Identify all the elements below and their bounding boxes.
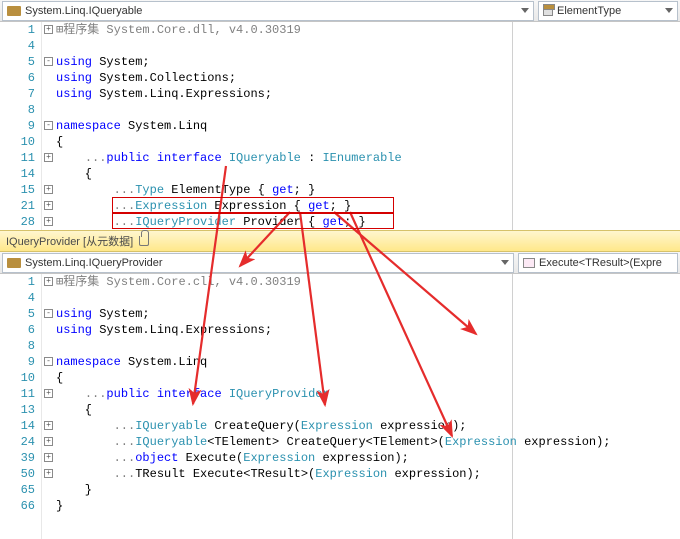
interface-icon (7, 6, 21, 16)
line-number: 28 (0, 214, 35, 230)
line-number: 5 (0, 306, 35, 322)
code-line[interactable]: ...public interface IQueryable : IEnumer… (56, 150, 680, 166)
fold-toggle[interactable]: - (44, 121, 53, 130)
line-number: 1 (0, 274, 35, 290)
line-number: 9 (0, 118, 35, 134)
fold-toggle[interactable]: + (44, 185, 53, 194)
line-number: 7 (0, 86, 35, 102)
line-number: 6 (0, 322, 35, 338)
line-number: 1 (0, 22, 35, 38)
fold-gutter: + - - + + + + (42, 22, 56, 230)
code-line[interactable]: ...Type ElementType { get; } (56, 182, 680, 198)
code-line[interactable]: namespace System.Linq (56, 354, 680, 370)
interface-icon (7, 258, 21, 268)
method-icon (523, 258, 535, 268)
line-number: 4 (0, 290, 35, 306)
line-gutter: 145689101113142439506566 (0, 274, 42, 539)
line-number: 10 (0, 370, 35, 386)
code-line[interactable]: ...IQueryable CreateQuery(Expression exp… (56, 418, 680, 434)
code-line[interactable] (56, 290, 680, 306)
code-line[interactable]: ...Expression Expression { get; } (56, 198, 680, 214)
code-line[interactable]: using System.Linq.Expressions; (56, 322, 680, 338)
code-line[interactable]: ...object Execute(Expression expression)… (56, 450, 680, 466)
fold-toggle[interactable]: + (44, 25, 53, 34)
member-dropdown-label: ElementType (557, 5, 621, 17)
line-number: 4 (0, 38, 35, 54)
code-line[interactable]: using System; (56, 306, 680, 322)
fold-toggle[interactable]: + (44, 277, 53, 286)
document-tab[interactable]: IQueryProvider [从元数据] (0, 230, 680, 252)
fold-toggle[interactable]: - (44, 57, 53, 66)
fold-toggle[interactable]: + (44, 389, 53, 398)
toolbar-pane1: System.Linq.IQueryable ElementType (0, 0, 680, 22)
code-line[interactable] (56, 338, 680, 354)
code-line[interactable]: { (56, 370, 680, 386)
code-line[interactable]: { (56, 402, 680, 418)
fold-toggle[interactable]: + (44, 217, 53, 226)
fold-toggle[interactable]: + (44, 437, 53, 446)
editor-pane-iqueryable[interactable]: 1456789101114152128 +--++++ ⊞程序集 System.… (0, 22, 680, 230)
code-area[interactable]: ⊞程序集 System.Core.cll, v4.0.30319 using Sy… (56, 274, 680, 539)
line-number: 50 (0, 466, 35, 482)
type-dropdown-label: System.Linq.IQueryable (25, 5, 142, 17)
code-line[interactable]: } (56, 498, 680, 514)
document-tab-label: IQueryProvider [从元数据] (6, 233, 133, 249)
fold-toggle[interactable]: + (44, 201, 53, 210)
line-number: 14 (0, 418, 35, 434)
code-line[interactable]: { (56, 134, 680, 150)
type-dropdown-label: System.Linq.IQueryProvider (25, 257, 163, 269)
fold-toggle[interactable]: + (44, 421, 53, 430)
line-number: 66 (0, 498, 35, 514)
type-dropdown[interactable]: System.Linq.IQueryProvider (2, 253, 514, 273)
line-number: 13 (0, 402, 35, 418)
code-area[interactable]: ⊞程序集 System.Core.dll, v4.0.30319 using Sy… (56, 22, 680, 230)
line-number: 6 (0, 70, 35, 86)
chevron-down-icon (501, 260, 509, 265)
code-line[interactable]: ...TResult Execute<TResult>(Expression e… (56, 466, 680, 482)
chevron-down-icon (665, 8, 673, 13)
editor-pane-iqueryprovider[interactable]: 145689101113142439506566 +--+++++ ⊞程序集 S… (0, 274, 680, 539)
fold-toggle[interactable]: + (44, 469, 53, 478)
fold-toggle[interactable]: - (44, 357, 53, 366)
line-number: 5 (0, 54, 35, 70)
code-line[interactable]: } (56, 482, 680, 498)
type-dropdown[interactable]: System.Linq.IQueryable (2, 1, 534, 21)
line-number: 65 (0, 482, 35, 498)
code-line[interactable] (56, 38, 680, 54)
line-number: 9 (0, 354, 35, 370)
code-line[interactable]: ...public interface IQueryProvider (56, 386, 680, 402)
code-line[interactable]: { (56, 166, 680, 182)
line-gutter: 1456789101114152128 (0, 22, 42, 230)
line-number: 15 (0, 182, 35, 198)
member-dropdown-label: Execute<TResult>(Expre (539, 257, 662, 269)
code-line[interactable]: ⊞程序集 System.Core.dll, v4.0.30319 (56, 22, 680, 38)
line-number: 24 (0, 434, 35, 450)
code-line[interactable] (56, 102, 680, 118)
code-line[interactable]: using System.Collections; (56, 70, 680, 86)
line-number: 8 (0, 102, 35, 118)
member-dropdown[interactable]: Execute<TResult>(Expre (518, 253, 678, 273)
code-line[interactable]: ⊞程序集 System.Core.cll, v4.0.30319 (56, 274, 680, 290)
line-number: 39 (0, 450, 35, 466)
lock-icon (139, 236, 149, 246)
fold-gutter: + - - + + + + + (42, 274, 56, 539)
line-number: 10 (0, 134, 35, 150)
code-line[interactable]: using System; (56, 54, 680, 70)
code-line[interactable]: ...IQueryProvider Provider { get; } (56, 214, 680, 230)
code-line[interactable]: using System.Linq.Expressions; (56, 86, 680, 102)
toolbar-pane2: System.Linq.IQueryProvider Execute<TResu… (0, 252, 680, 274)
fold-toggle[interactable]: + (44, 153, 53, 162)
line-number: 11 (0, 386, 35, 402)
code-line[interactable]: namespace System.Linq (56, 118, 680, 134)
code-line[interactable]: ...IQueryable<TElement> CreateQuery<TEle… (56, 434, 680, 450)
fold-toggle[interactable]: + (44, 453, 53, 462)
line-number: 21 (0, 198, 35, 214)
line-number: 14 (0, 166, 35, 182)
line-number: 11 (0, 150, 35, 166)
property-icon (543, 6, 553, 16)
member-dropdown[interactable]: ElementType (538, 1, 678, 21)
chevron-down-icon (521, 8, 529, 13)
line-number: 8 (0, 338, 35, 354)
fold-toggle[interactable]: - (44, 309, 53, 318)
